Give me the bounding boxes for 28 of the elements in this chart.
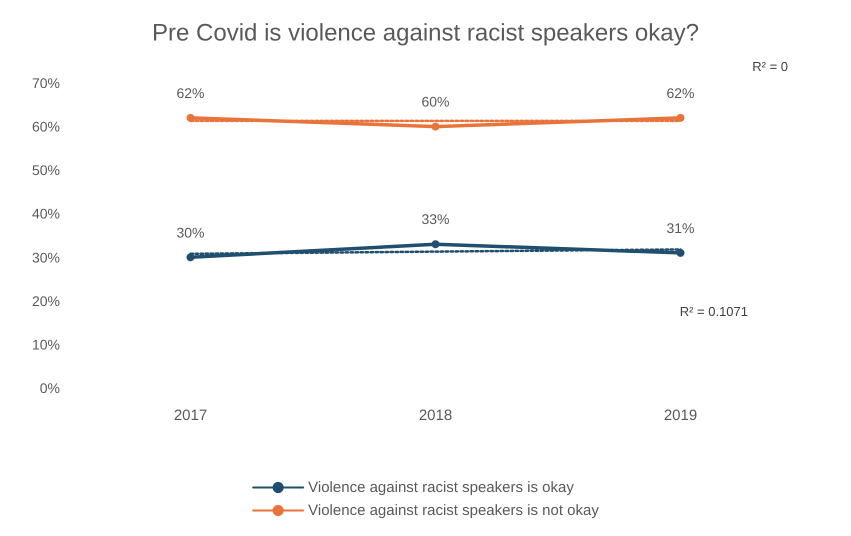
data-label: 33% [421,211,450,228]
legend-label: Violence against racist speakers is not okay [308,502,600,519]
x-tick-label: 2017 [174,407,208,424]
y-tick-label: 10% [32,336,60,352]
data-label: 62% [666,84,695,101]
data-label: 31% [666,220,695,236]
legend-label: Violence against racist speakers is okay [308,479,574,496]
y-tick-label: 30% [32,249,60,266]
y-tick-label: 60% [32,118,60,135]
y-tick-label: 40% [32,206,60,222]
annotation: R² = 0.1071 [680,304,748,319]
text: R² = 0 [752,59,788,74]
point [676,114,684,122]
chart-title: Pre Covid is violence against racist speakers okay? [152,20,699,46]
point [186,253,194,262]
y-tick-label: 70% [32,75,60,91]
x-tick-label: 2019 [664,407,698,424]
data-label: 60% [421,94,450,110]
point [432,240,440,248]
point [676,248,684,257]
y-tick-label: 0% [40,380,60,396]
point [186,114,194,122]
y-tick-label: 50% [32,162,60,178]
y-tick-label: 20% [32,292,60,309]
point [432,122,440,131]
data-label: 62% [176,84,205,101]
data-label: 30% [176,224,205,240]
x-tick-label: 2018 [418,407,452,424]
